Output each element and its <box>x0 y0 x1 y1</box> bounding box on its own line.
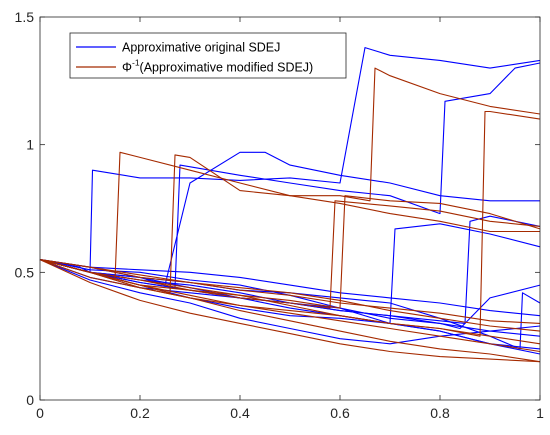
legend-entry-original: Approximative original SDEJ <box>122 41 280 55</box>
series-modified-path-17 <box>39 259 541 363</box>
series-modified-path-18 <box>39 259 541 363</box>
y-tick-label: 1 <box>26 137 34 153</box>
legend: Approximative original SDEJ Φ-1(Approxim… <box>69 32 347 79</box>
y-tick-label: 0.5 <box>15 264 35 280</box>
series-modified-path-20 <box>39 259 541 324</box>
series-modified-path-22 <box>39 259 541 332</box>
plot-frame <box>39 16 541 401</box>
legend-entry-modified-superscript: -1 <box>132 58 140 68</box>
legend-entry-modified-text: (Approximative modified SDEJ) <box>140 61 314 75</box>
series-modified-path-21 <box>39 259 541 353</box>
series-original-path-0 <box>39 47 541 273</box>
y-tick-label: 0 <box>26 392 34 408</box>
legend-box <box>69 32 347 79</box>
legend-entry-modified-prefix: Φ <box>122 61 132 75</box>
series-modified-path-19 <box>39 259 541 345</box>
series-original-path-5 <box>39 259 541 330</box>
x-tick-label: 0.6 <box>330 405 350 421</box>
x-tick-label: 0 <box>36 405 44 421</box>
series-layer <box>39 47 541 363</box>
x-tick-label: 1 <box>536 405 544 421</box>
x-tick-label: 0.2 <box>130 405 150 421</box>
series-original-path-2 <box>39 62 541 289</box>
series-modified-path-13 <box>39 67 541 294</box>
series-original-path-11 <box>39 259 541 317</box>
y-tick-label: 1.5 <box>15 9 35 25</box>
legend-entry-modified: Φ-1(Approximative modified SDEJ) <box>122 58 313 75</box>
x-tick-label: 0.8 <box>430 405 450 421</box>
x-tick-label: 0.4 <box>230 405 250 421</box>
series-original-path-1 <box>39 151 540 286</box>
series-original-path-7 <box>39 259 541 345</box>
axes: 0 0.2 0.4 0.6 0.8 1 0 0.5 1 1.5 <box>15 9 545 421</box>
